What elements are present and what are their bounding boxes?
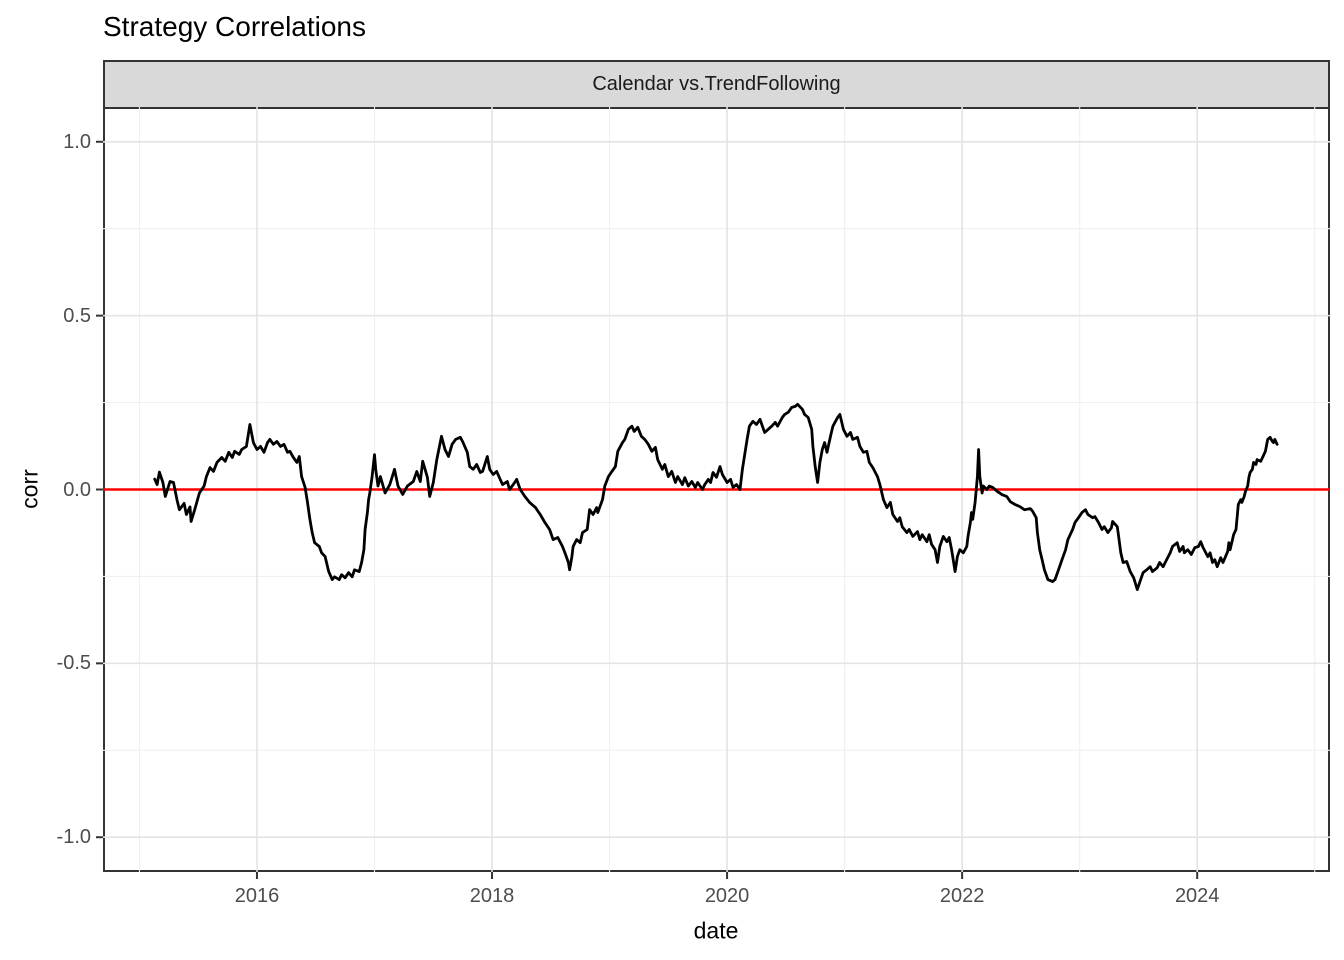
plot-title: Strategy Correlations [103, 11, 367, 42]
plot-panel [103, 107, 1330, 872]
y-tick-label: 1.0 [63, 130, 91, 153]
x-tick-label: 2020 [704, 885, 750, 907]
facet-strip-label: Calendar vs.TrendFollowing [592, 73, 841, 95]
x-axis-title: date [693, 917, 739, 944]
x-tick-label: 2024 [1174, 885, 1220, 907]
y-axis-title: corr [16, 469, 43, 509]
y-tick-label: -1.0 [56, 826, 91, 849]
y-tick-label: 0.0 [63, 478, 91, 501]
x-tick-label: 2016 [234, 885, 280, 907]
facet-strip: Calendar vs.TrendFollowing [103, 60, 1330, 107]
y-tick-label: -0.5 [56, 652, 91, 675]
x-tick-label: 2022 [939, 885, 985, 907]
y-tick-label: 0.5 [63, 304, 91, 327]
x-tick-label: 2018 [469, 885, 515, 907]
